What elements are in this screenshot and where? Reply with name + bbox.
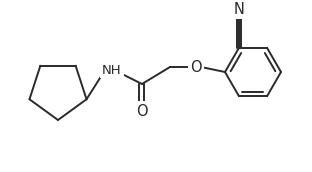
Text: N: N <box>234 2 244 17</box>
Text: O: O <box>190 60 202 74</box>
Text: O: O <box>136 104 148 119</box>
Text: NH: NH <box>102 63 122 77</box>
